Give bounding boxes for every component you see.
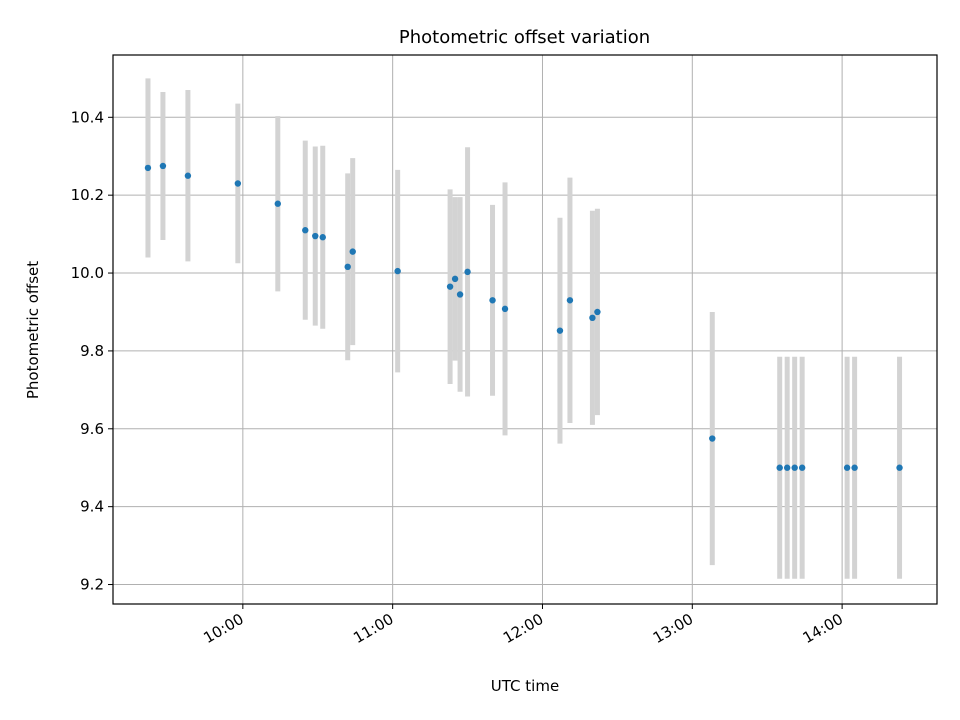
- chart-title: Photometric offset variation: [399, 27, 650, 48]
- data-point: [556, 327, 564, 334]
- y-tick-label: 9.4: [80, 498, 104, 516]
- data-point: [896, 464, 903, 471]
- data-point: [144, 164, 152, 172]
- x-tick-label: 11:00: [350, 610, 396, 647]
- data-point: [851, 464, 858, 471]
- x-tick-label: 10:00: [200, 610, 246, 647]
- data-point: [274, 200, 281, 207]
- x-axis: 10:00 11:00 12:00 13:00 14:00: [200, 604, 846, 647]
- data-point: [312, 232, 319, 240]
- x-tick-label: 14:00: [800, 610, 846, 647]
- y-axis: 9.2 9.4 9.6 9.8 10.0 10.2 10.4: [71, 108, 113, 594]
- data-point: [798, 464, 806, 471]
- data-point: [446, 283, 454, 290]
- y-tick-label: 9.2: [80, 576, 104, 594]
- data-point: [234, 180, 242, 187]
- data-point: [501, 305, 509, 313]
- x-tick-label: 13:00: [650, 610, 696, 647]
- data-point: [776, 464, 783, 471]
- x-axis-label: UTC time: [491, 677, 559, 695]
- y-tick-label: 10.0: [71, 264, 104, 282]
- x-tick-label: 12:00: [500, 610, 546, 647]
- y-axis-label: Photometric offset: [24, 261, 42, 399]
- errorbars: [145, 78, 903, 579]
- data-point: [783, 464, 791, 471]
- grid: [113, 55, 937, 604]
- data-point: [344, 263, 351, 271]
- data-point: [349, 248, 356, 255]
- data-point: [489, 297, 496, 304]
- data-point: [594, 308, 601, 316]
- y-tick-label: 9.6: [80, 420, 104, 438]
- data-points: [144, 162, 903, 471]
- data-point: [566, 297, 574, 304]
- data-point: [589, 314, 596, 322]
- y-tick-label: 10.2: [71, 186, 104, 204]
- data-point: [319, 234, 326, 241]
- data-point: [709, 435, 716, 442]
- data-point: [791, 464, 798, 471]
- data-point: [464, 268, 471, 276]
- data-point: [451, 275, 459, 283]
- data-point: [456, 291, 464, 298]
- plot-frame: [112, 54, 938, 605]
- data-point: [159, 162, 167, 170]
- data-point: [184, 172, 192, 179]
- y-tick-label: 9.8: [80, 342, 104, 360]
- data-point: [302, 227, 309, 234]
- data-point: [394, 267, 401, 275]
- y-tick-label: 10.4: [71, 108, 104, 126]
- data-point: [843, 464, 851, 471]
